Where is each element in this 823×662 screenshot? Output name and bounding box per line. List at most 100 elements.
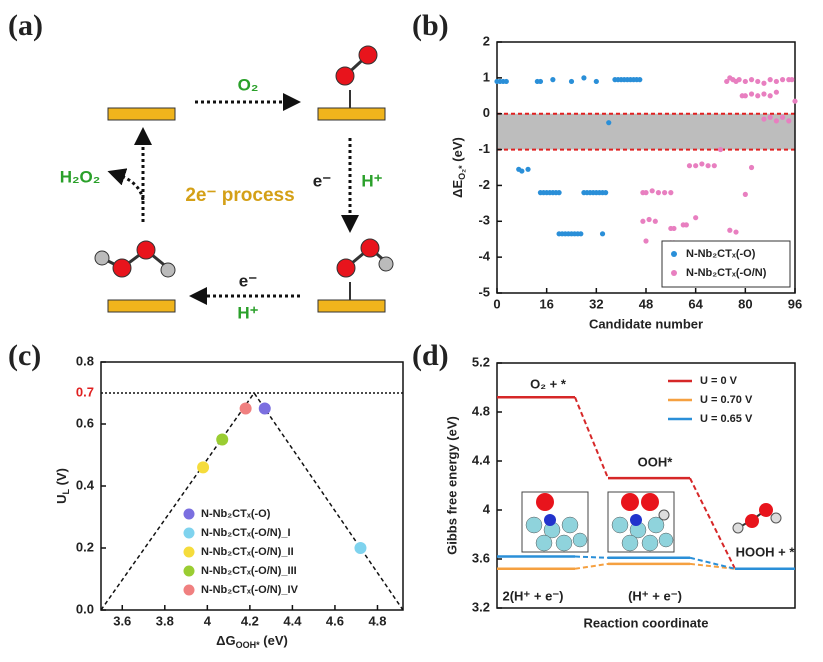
axis-label: ΔGOOH* (eV) [216, 633, 288, 650]
legend-swatch [183, 508, 195, 520]
y-tick-label: -2 [478, 177, 490, 192]
legend-swatch [671, 270, 677, 276]
x-tick-label: 48 [639, 296, 653, 311]
point [668, 190, 674, 196]
point [671, 225, 677, 232]
point [643, 238, 649, 244]
diagram-label: H⁺ [361, 171, 382, 190]
point [767, 114, 773, 120]
diagram-label: 2e⁻ process [185, 185, 294, 206]
point [606, 120, 612, 126]
legend-swatch [183, 584, 195, 596]
y-tick-label: 4 [483, 501, 491, 516]
x-tick-label: 64 [688, 296, 703, 311]
point [736, 77, 742, 83]
x-tick-label: 3.6 [113, 613, 131, 628]
x-tick-label: 80 [738, 296, 752, 311]
point [686, 163, 693, 169]
y-tick-label: 4.8 [472, 403, 490, 418]
x-tick-label: 4.8 [368, 613, 386, 628]
panel-label: (d) [412, 339, 449, 372]
panel-label: (a) [8, 9, 43, 42]
y-tick-label: 1 [483, 69, 490, 84]
legend-label: N-Nb₂CTₓ(-O) [201, 508, 271, 520]
legend-swatch [183, 546, 195, 558]
point [748, 77, 755, 83]
axis-label: ΔEO₂* (eV) [450, 137, 467, 198]
panel-label: (b) [412, 9, 449, 42]
point [652, 218, 658, 224]
point [761, 116, 767, 122]
label-part: O₂* [457, 165, 467, 180]
point [699, 161, 705, 167]
axis-label: Gibbs free energy (eV) [444, 416, 459, 555]
y-tick-label: 3.2 [472, 599, 490, 614]
point [767, 77, 773, 83]
point [649, 188, 655, 194]
band [497, 113, 795, 150]
x-tick-label: 32 [589, 296, 603, 311]
point [239, 402, 252, 415]
point [733, 229, 739, 235]
point [693, 163, 699, 169]
point [637, 77, 643, 83]
label-part: (V) [54, 468, 69, 489]
point [581, 75, 587, 81]
plot-frame [496, 362, 796, 609]
point [717, 146, 724, 153]
label-part: (eV) [260, 633, 288, 648]
point [646, 216, 652, 223]
axis-label: UL (V) [54, 468, 71, 504]
point [755, 93, 761, 99]
point [537, 78, 544, 85]
legend-label: N-Nb₂CTₓ(-O/N)_I [201, 527, 291, 539]
y-tick-label: -5 [478, 284, 490, 299]
x-tick-label: 4.6 [326, 613, 344, 628]
legend-label: N-Nb₂CTₓ(-O/N)_IV [201, 584, 299, 596]
legend-label: U = 0.65 V [700, 413, 753, 425]
point [525, 166, 531, 172]
surface [317, 107, 386, 121]
y-tick-label: 2 [483, 33, 490, 48]
x-tick-label: 3.8 [156, 613, 174, 628]
guide-line [100, 391, 404, 611]
point [603, 190, 609, 196]
cycle-diagram: O₂ e⁻ H⁺ H₂O₂ 2e⁻ process e⁻ H⁺ [60, 45, 394, 322]
legend-swatch [183, 565, 195, 577]
point [556, 190, 562, 196]
legend-label: N-Nb₂CTₓ(-O) [686, 248, 756, 260]
y-tick-label: -1 [478, 141, 490, 156]
point [599, 231, 606, 237]
y-tick-label: -4 [478, 249, 490, 264]
diagram-label: O₂ [238, 75, 259, 94]
point [755, 78, 761, 85]
point [742, 93, 748, 99]
connector [689, 477, 736, 570]
point [354, 542, 367, 554]
y-tick-label: 0.6 [76, 415, 94, 430]
connector [689, 562, 736, 570]
point [724, 78, 730, 85]
x-tick-label: 4.2 [241, 613, 259, 628]
legend-swatch [183, 527, 195, 539]
point [258, 402, 271, 415]
connector [574, 555, 609, 559]
point [662, 190, 668, 196]
point [705, 163, 711, 169]
point [216, 433, 229, 446]
point [767, 93, 773, 99]
point [578, 231, 584, 237]
surface [317, 299, 386, 313]
label-part: U [54, 495, 69, 504]
x-tick-label: 16 [539, 296, 553, 311]
y-tick-label: 3.6 [472, 550, 490, 565]
legend-label: N-Nb₂CTₓ(-O/N)_II [201, 546, 294, 558]
point [550, 77, 556, 83]
annotation: OOH* [638, 454, 674, 469]
axis-label: Reaction coordinate [584, 615, 709, 630]
point [655, 190, 662, 196]
y-tick-label: -3 [478, 213, 490, 228]
annotation: 2(H⁺ + e⁻) [502, 588, 563, 603]
axis-label: Candidate number [589, 316, 703, 331]
label-part: L [61, 489, 71, 495]
